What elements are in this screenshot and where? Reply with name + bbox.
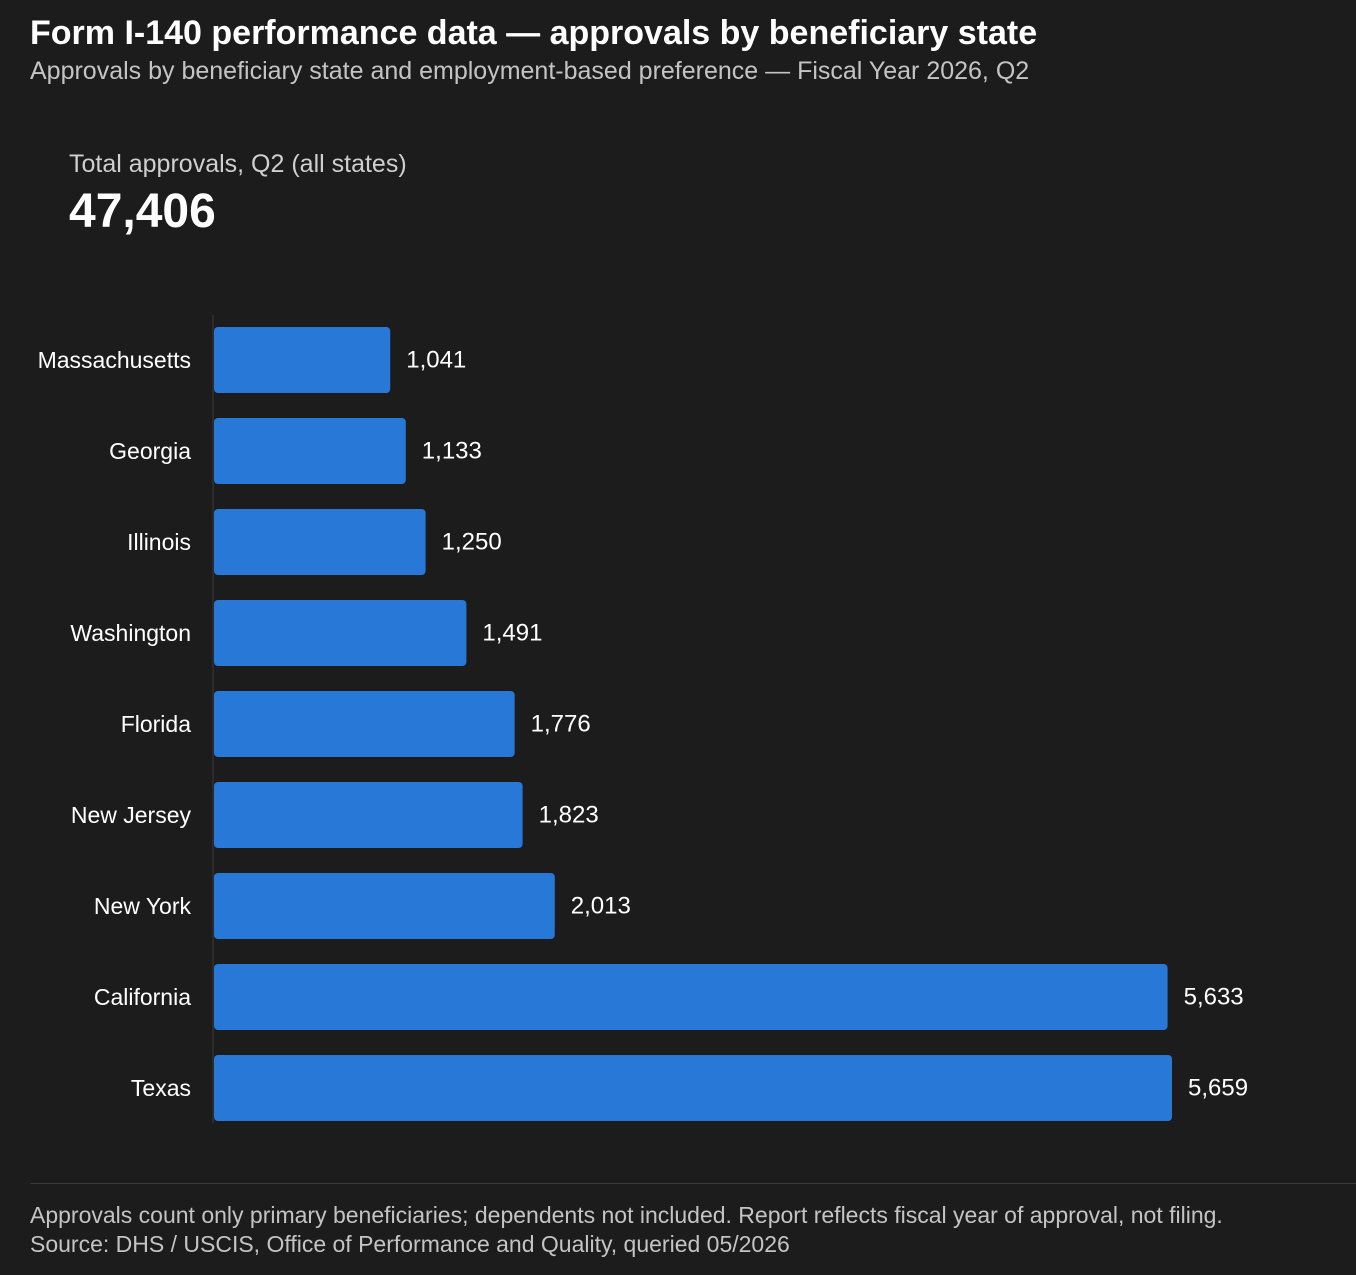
chart-title: Form I-140 performance data — approvals …: [30, 14, 1038, 52]
bar-chart: Massachusetts 1,041 Georgia 1,133 Illinois 1,…: [38, 315, 1248, 1123]
kpi-label: Total approvals, Q2 (all states): [69, 150, 407, 178]
category-label: New Jersey: [71, 802, 192, 828]
bar[interactable]: [214, 418, 406, 484]
bars-layer: Massachusetts 1,041 Georgia 1,133 Illinois 1,…: [38, 315, 1248, 1123]
value-label: 5,659: [1188, 1075, 1248, 1102]
category-label: New York: [94, 893, 192, 919]
value-label: 1,823: [539, 802, 599, 829]
category-label: Georgia: [109, 438, 191, 464]
value-label: 1,041: [406, 347, 466, 374]
value-label: 1,491: [482, 620, 542, 647]
bar[interactable]: [214, 964, 1168, 1030]
bar[interactable]: [214, 327, 391, 393]
category-label: California: [94, 984, 191, 1010]
category-label: Washington: [70, 620, 191, 646]
footer-divider: [30, 1183, 1356, 1184]
category-label: Texas: [131, 1075, 191, 1101]
category-label: Florida: [121, 711, 192, 737]
footnote: Approvals count only primary beneficiari…: [30, 1202, 1223, 1228]
value-label: 1,250: [442, 529, 502, 556]
value-label: 5,633: [1184, 984, 1244, 1011]
kpi-value: 47,406: [69, 185, 216, 238]
category-label: Massachusetts: [38, 347, 191, 373]
value-label: 2,013: [571, 893, 631, 920]
bar[interactable]: [214, 782, 523, 848]
category-label: Illinois: [127, 529, 191, 555]
chart-subtitle: Approvals by beneficiary state and emplo…: [30, 57, 1030, 85]
bar[interactable]: [214, 509, 426, 575]
bar[interactable]: [214, 873, 555, 939]
source-note: Source: DHS / USCIS, Office of Performan…: [30, 1231, 790, 1257]
bar[interactable]: [214, 600, 467, 666]
bar[interactable]: [214, 691, 515, 757]
bar[interactable]: [214, 1055, 1172, 1121]
value-label: 1,133: [422, 438, 482, 465]
value-label: 1,776: [531, 711, 591, 738]
